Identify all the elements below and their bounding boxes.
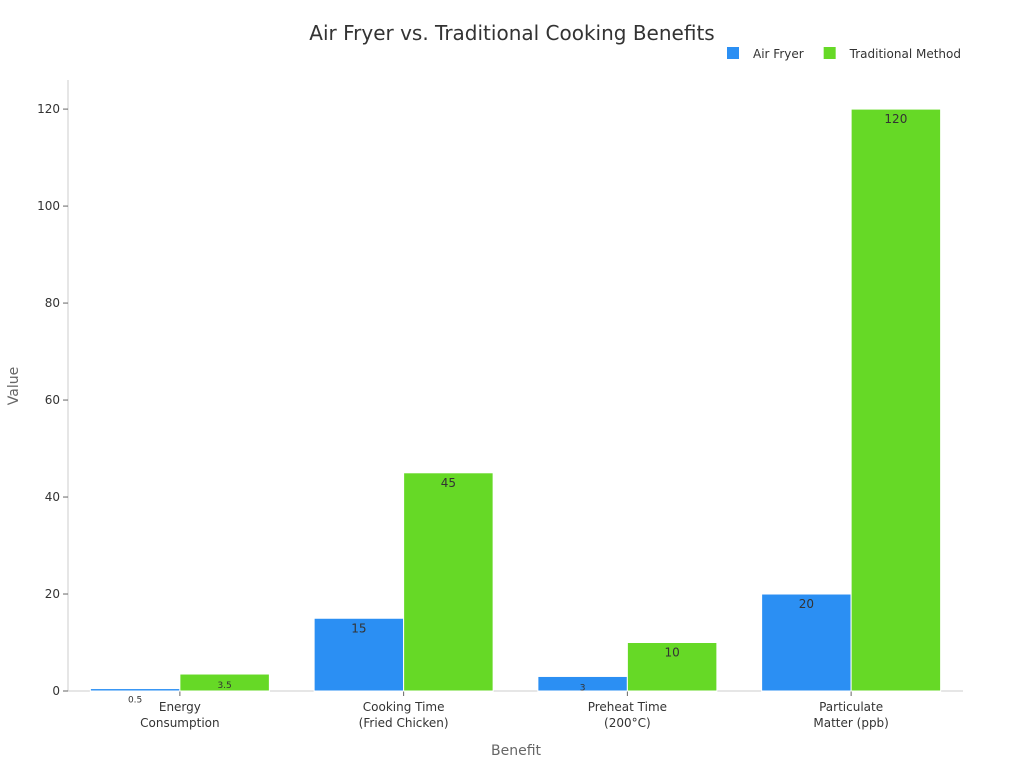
legend-label: Air Fryer [753, 47, 804, 61]
value-label: 120 [884, 112, 907, 126]
value-label: 45 [441, 476, 456, 490]
value-label: 20 [799, 597, 814, 611]
bar [179, 673, 270, 692]
x-tick-label: Preheat Time (200°C) [588, 700, 667, 730]
x-tick-label: Cooking Time (Fried Chicken) [359, 700, 449, 730]
value-label: 3 [580, 683, 586, 693]
y-tick-label: 40 [45, 490, 60, 504]
bar [850, 108, 942, 692]
x-tick-label: Energy Consumption [140, 700, 219, 730]
chart-title: Air Fryer vs. Traditional Cooking Benefi… [309, 21, 714, 45]
y-tick-label: 0 [52, 684, 60, 698]
bar [403, 472, 494, 692]
value-label: 3.5 [217, 681, 231, 691]
y-axis-label: Value [6, 367, 22, 405]
y-tick-label: 60 [45, 393, 60, 407]
legend-swatch [727, 47, 739, 59]
y-tick-label: 80 [45, 296, 60, 310]
legend-swatch [823, 47, 836, 59]
bar [761, 593, 852, 692]
x-tick-label: Particulate Matter (ppb) [813, 700, 888, 730]
x-axis-label: Benefit [491, 743, 542, 759]
y-tick-label: 100 [37, 199, 60, 213]
value-label: 15 [351, 621, 366, 635]
bar [89, 688, 181, 692]
legend-label: Traditional Method [849, 47, 961, 61]
value-label: 10 [664, 646, 679, 660]
bar [626, 642, 718, 692]
y-tick-label: 20 [45, 587, 60, 601]
y-tick-label: 120 [37, 102, 60, 116]
value-label: 0.5 [128, 696, 142, 706]
